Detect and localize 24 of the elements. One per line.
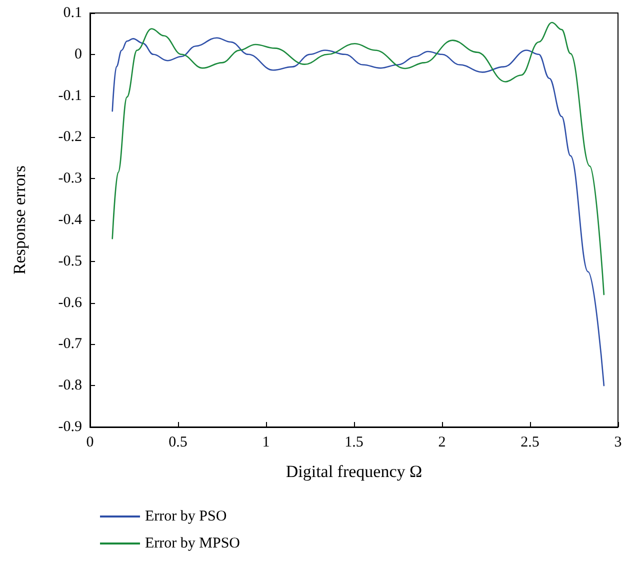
x-tick-label: 1.5 (344, 434, 364, 450)
legend-label: Error by PSO (145, 508, 227, 524)
y-tick-label: -0.5 (58, 253, 82, 270)
y-tick-label: -0.2 (58, 129, 82, 146)
line-series (112, 22, 605, 296)
y-tick-label: -0.4 (58, 212, 82, 228)
x-tick-label: 0.5 (168, 434, 188, 450)
y-tick-label: 0 (74, 46, 82, 62)
y-tick-label: 0.1 (63, 5, 82, 21)
x-tick-label: 0 (86, 434, 94, 450)
x-tick-label: 3 (614, 434, 622, 450)
y-axis-title: Response errors (10, 165, 29, 275)
legend-label: Error by MPSO (145, 536, 240, 552)
x-tick-label: 2.5 (520, 434, 540, 450)
y-tick-label: -0.7 (58, 336, 82, 352)
x-tick-label: 1 (262, 434, 270, 450)
x-axis-title: Digital frequency Ω (286, 462, 422, 481)
y-tick-label: -0.8 (58, 378, 82, 394)
y-tick-label: -0.6 (58, 294, 82, 311)
line-series (112, 37, 605, 386)
y-tick-label: -0.1 (58, 88, 82, 104)
y-tick-label: -0.9 (58, 419, 82, 435)
y-tick-label: -0.3 (58, 170, 82, 187)
x-tick-label: 2 (438, 434, 446, 450)
